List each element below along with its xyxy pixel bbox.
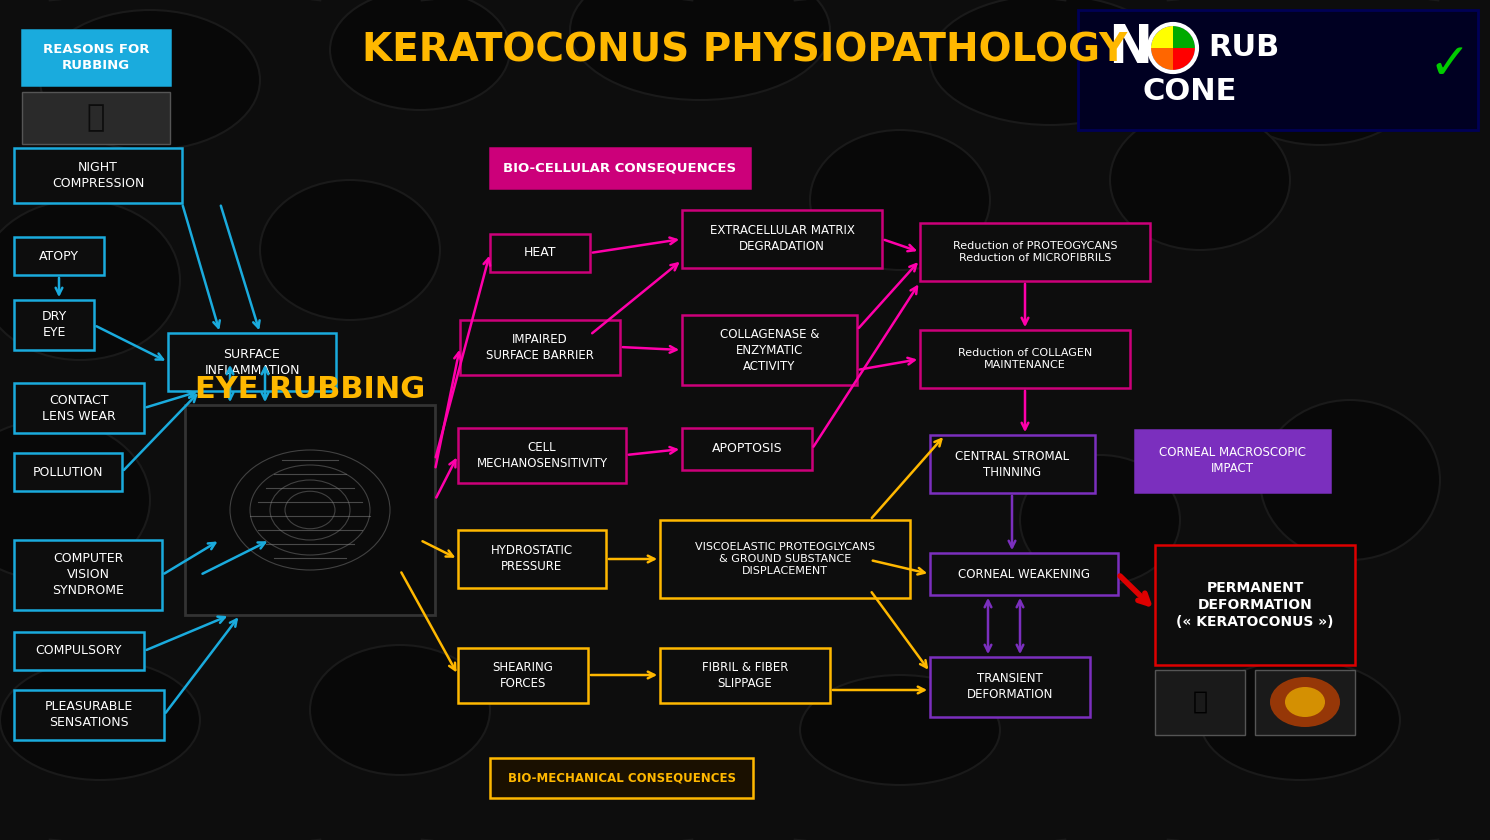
Ellipse shape [40, 10, 259, 150]
FancyBboxPatch shape [660, 520, 910, 598]
Text: TRANSIENT
DEFORMATION: TRANSIENT DEFORMATION [967, 673, 1053, 701]
Text: HYDROSTATIC
PRESSURE: HYDROSTATIC PRESSURE [490, 544, 574, 574]
Text: VISCOELASTIC PROTEOGLYCANS
& GROUND SUBSTANCE
DISPLACEMENT: VISCOELASTIC PROTEOGLYCANS & GROUND SUBS… [694, 542, 875, 576]
FancyBboxPatch shape [22, 30, 170, 85]
Wedge shape [1173, 26, 1195, 48]
FancyBboxPatch shape [22, 92, 170, 144]
Text: ✓: ✓ [1427, 41, 1469, 89]
Text: NIGHT
COMPRESSION: NIGHT COMPRESSION [52, 161, 145, 190]
Text: EXTRACELLULAR MATRIX
DEGRADATION: EXTRACELLULAR MATRIX DEGRADATION [709, 224, 854, 254]
FancyBboxPatch shape [457, 648, 589, 703]
FancyBboxPatch shape [13, 632, 145, 670]
Ellipse shape [800, 675, 1000, 785]
FancyBboxPatch shape [13, 540, 162, 610]
Ellipse shape [1269, 677, 1340, 727]
FancyBboxPatch shape [13, 453, 122, 491]
Text: 👤: 👤 [86, 103, 106, 133]
Text: EYE RUBBING: EYE RUBBING [195, 375, 425, 405]
Text: PERMANENT
DEFORMATION
(« KERATOCONUS »): PERMANENT DEFORMATION (« KERATOCONUS ») [1176, 580, 1334, 629]
FancyBboxPatch shape [1135, 430, 1331, 492]
Text: POLLUTION: POLLUTION [33, 465, 103, 479]
FancyBboxPatch shape [930, 435, 1095, 493]
Ellipse shape [270, 410, 431, 550]
FancyBboxPatch shape [930, 657, 1091, 717]
Ellipse shape [930, 0, 1170, 125]
FancyBboxPatch shape [490, 234, 590, 272]
Ellipse shape [1110, 110, 1290, 250]
Wedge shape [1150, 48, 1173, 70]
Wedge shape [1150, 26, 1173, 48]
Ellipse shape [1261, 400, 1439, 560]
Ellipse shape [1220, 15, 1420, 145]
FancyBboxPatch shape [1077, 10, 1478, 130]
FancyBboxPatch shape [168, 333, 337, 391]
Ellipse shape [259, 180, 440, 320]
FancyBboxPatch shape [930, 553, 1118, 595]
FancyBboxPatch shape [460, 320, 620, 375]
FancyBboxPatch shape [919, 330, 1129, 388]
FancyBboxPatch shape [490, 758, 752, 798]
Text: SURFACE
INFLAMMATION: SURFACE INFLAMMATION [204, 348, 299, 376]
Wedge shape [1173, 48, 1195, 70]
FancyBboxPatch shape [185, 405, 435, 615]
Ellipse shape [0, 420, 150, 580]
FancyBboxPatch shape [682, 210, 882, 268]
FancyBboxPatch shape [13, 237, 104, 275]
Ellipse shape [571, 0, 830, 100]
Ellipse shape [310, 645, 490, 775]
Text: BIO-CELLULAR CONSEQUENCES: BIO-CELLULAR CONSEQUENCES [504, 161, 736, 175]
FancyBboxPatch shape [1155, 670, 1246, 735]
Ellipse shape [0, 200, 180, 360]
FancyBboxPatch shape [1155, 545, 1354, 665]
Text: CORNEAL WEAKENING: CORNEAL WEAKENING [958, 568, 1091, 580]
Ellipse shape [1199, 660, 1401, 780]
Text: PLEASURABLE
SENSATIONS: PLEASURABLE SENSATIONS [45, 701, 133, 729]
Text: REASONS FOR
RUBBING: REASONS FOR RUBBING [43, 43, 149, 72]
Text: RUB: RUB [1208, 34, 1280, 62]
Text: COLLAGENASE &
ENZYMATIC
ACTIVITY: COLLAGENASE & ENZYMATIC ACTIVITY [720, 328, 820, 372]
FancyBboxPatch shape [682, 428, 812, 470]
FancyBboxPatch shape [13, 690, 164, 740]
Text: CORNEAL MACROSCOPIC
IMPACT: CORNEAL MACROSCOPIC IMPACT [1159, 447, 1307, 475]
FancyBboxPatch shape [919, 223, 1150, 281]
Text: CONTACT
LENS WEAR: CONTACT LENS WEAR [42, 393, 116, 423]
FancyBboxPatch shape [457, 428, 626, 483]
Ellipse shape [811, 130, 989, 270]
Text: 👁: 👁 [1192, 690, 1207, 714]
Text: ATOPY: ATOPY [39, 249, 79, 262]
Ellipse shape [1284, 687, 1325, 717]
Ellipse shape [1021, 455, 1180, 585]
Text: SHEARING
FORCES: SHEARING FORCES [493, 661, 553, 690]
FancyBboxPatch shape [457, 530, 606, 588]
Ellipse shape [329, 0, 510, 110]
Text: CELL
MECHANOSENSITIVITY: CELL MECHANOSENSITIVITY [477, 441, 608, 470]
Text: KERATOCONUS PHYSIOPATHOLOGY: KERATOCONUS PHYSIOPATHOLOGY [362, 31, 1128, 69]
FancyBboxPatch shape [13, 383, 145, 433]
Text: APOPTOSIS: APOPTOSIS [712, 443, 782, 455]
Text: CONE: CONE [1143, 77, 1237, 107]
Text: Reduction of COLLAGEN
MAINTENANCE: Reduction of COLLAGEN MAINTENANCE [958, 348, 1092, 370]
Text: HEAT: HEAT [524, 246, 556, 260]
Text: Reduction of PROTEOGYCANS
Reduction of MICROFIBRILS: Reduction of PROTEOGYCANS Reduction of M… [952, 241, 1118, 263]
FancyBboxPatch shape [1255, 670, 1354, 735]
FancyBboxPatch shape [682, 315, 857, 385]
FancyBboxPatch shape [660, 648, 830, 703]
Text: DRY
EYE: DRY EYE [42, 311, 67, 339]
Text: IMPAIRED
SURFACE BARRIER: IMPAIRED SURFACE BARRIER [486, 333, 595, 362]
Text: FIBRIL & FIBER
SLIPPAGE: FIBRIL & FIBER SLIPPAGE [702, 661, 788, 690]
Text: CENTRAL STROMAL
THINNING: CENTRAL STROMAL THINNING [955, 449, 1070, 479]
FancyBboxPatch shape [13, 300, 94, 350]
Text: N: N [1109, 22, 1152, 74]
Text: COMPUTER
VISION
SYNDROME: COMPUTER VISION SYNDROME [52, 553, 124, 597]
Ellipse shape [0, 660, 200, 780]
FancyBboxPatch shape [13, 148, 182, 203]
Text: BIO-MECHANICAL CONSEQUENCES: BIO-MECHANICAL CONSEQUENCES [508, 771, 736, 785]
FancyBboxPatch shape [490, 148, 749, 188]
Text: COMPULSORY: COMPULSORY [36, 644, 122, 658]
